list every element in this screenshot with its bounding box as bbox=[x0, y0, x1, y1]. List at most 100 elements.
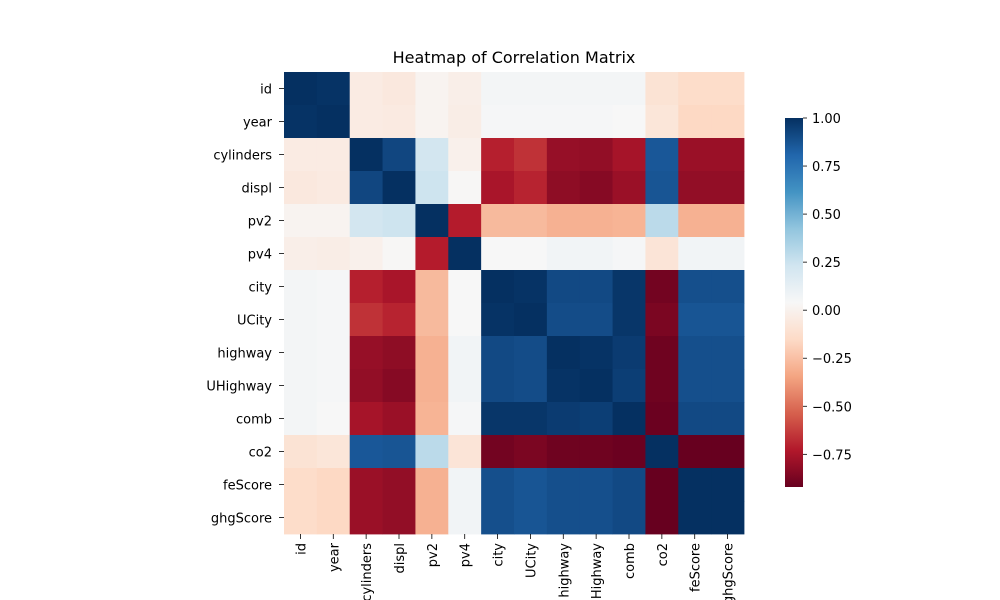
y-tick-label: UCity bbox=[237, 314, 272, 329]
heatmap-cell bbox=[448, 204, 482, 238]
heatmap-cell bbox=[678, 270, 712, 304]
y-tick-label: pv4 bbox=[248, 248, 272, 263]
heatmap-cell bbox=[612, 72, 646, 106]
heatmap-cell bbox=[546, 336, 581, 370]
heatmap-cell bbox=[678, 435, 712, 469]
heatmap-cell bbox=[546, 369, 581, 403]
heatmap-cell bbox=[678, 138, 712, 172]
heatmap-cell bbox=[711, 237, 745, 271]
heatmap-cell bbox=[415, 171, 449, 205]
heatmap-cell bbox=[316, 105, 351, 139]
heatmap-cell bbox=[678, 204, 712, 238]
x-tick-label: UCity bbox=[524, 543, 539, 578]
heatmap-cell bbox=[316, 468, 351, 502]
heatmap-cell bbox=[579, 435, 613, 469]
heatmap-cell bbox=[382, 402, 416, 436]
heatmap-cell bbox=[645, 171, 679, 205]
heatmap-cell bbox=[415, 105, 449, 139]
heatmap-cell bbox=[612, 336, 646, 370]
x-tick-label: displ bbox=[393, 543, 408, 574]
heatmap-cell bbox=[284, 402, 318, 436]
heatmap-cell bbox=[645, 303, 679, 337]
heatmap-cell bbox=[612, 237, 646, 271]
heatmap-cell bbox=[349, 303, 383, 337]
heatmap-cell bbox=[415, 303, 449, 337]
heatmap-cell bbox=[645, 435, 679, 469]
heatmap-cell bbox=[448, 435, 482, 469]
heatmap-cell bbox=[711, 270, 745, 304]
heatmap-cell bbox=[579, 138, 613, 172]
heatmap-cell bbox=[514, 336, 548, 370]
heatmap-cell bbox=[612, 204, 646, 238]
heatmap-cell bbox=[546, 468, 581, 502]
heatmap-cell bbox=[612, 501, 646, 535]
heatmap-cell bbox=[284, 369, 318, 403]
heatmap-cell bbox=[349, 402, 383, 436]
heatmap-cell bbox=[678, 501, 712, 535]
heatmap-cell bbox=[546, 72, 581, 106]
heatmap-cell bbox=[448, 270, 482, 304]
heatmap-cell bbox=[349, 369, 383, 403]
heatmap-cell bbox=[678, 369, 712, 403]
x-tick-label: year bbox=[327, 542, 342, 572]
heatmap-cell bbox=[415, 369, 449, 403]
heatmap-cell bbox=[645, 204, 679, 238]
heatmap-cell bbox=[382, 72, 416, 106]
heatmap-cell bbox=[284, 138, 318, 172]
heatmap-cell bbox=[284, 435, 318, 469]
heatmap-cell bbox=[481, 237, 515, 271]
heatmap-cell bbox=[349, 336, 383, 370]
heatmap-cell bbox=[579, 237, 613, 271]
heatmap-cell bbox=[349, 171, 383, 205]
heatmap-cell bbox=[711, 105, 745, 139]
heatmap-cell bbox=[678, 468, 712, 502]
heatmap-cell bbox=[579, 336, 613, 370]
heatmap-cell bbox=[711, 468, 745, 502]
x-tick-labels: id year cylinders displ pv2 pv4 city UCity highw… bbox=[294, 534, 737, 600]
colorbar-tick-label: 0.50 bbox=[812, 208, 841, 223]
colorbar-tick-label: 0.75 bbox=[812, 160, 841, 175]
heatmap-cell bbox=[415, 237, 449, 271]
colorbar-tick-label: −0.75 bbox=[812, 448, 852, 463]
heatmap-cell bbox=[481, 303, 515, 337]
x-tick-label: co2 bbox=[656, 543, 671, 566]
heatmap-cell bbox=[481, 204, 515, 238]
heatmap-cell bbox=[711, 138, 745, 172]
heatmap-cell bbox=[316, 369, 351, 403]
heatmap-cell bbox=[284, 72, 318, 106]
y-tick-labels: id year cylinders displ pv2 pv4 city UCity highw… bbox=[206, 83, 284, 527]
heatmap-cell bbox=[316, 270, 351, 304]
heatmap-cell bbox=[579, 402, 613, 436]
heatmap-cell bbox=[711, 369, 745, 403]
heatmap-cell bbox=[349, 105, 383, 139]
heatmap-cell bbox=[678, 336, 712, 370]
heatmap-cell bbox=[645, 402, 679, 436]
heatmap-cell bbox=[514, 369, 548, 403]
colorbar-tick-label: −0.25 bbox=[812, 352, 852, 367]
heatmap-cell bbox=[415, 204, 449, 238]
heatmap-cell bbox=[612, 270, 646, 304]
y-tick-label: ghgScore bbox=[211, 512, 272, 527]
heatmap-cell bbox=[645, 138, 679, 172]
heatmap-cell bbox=[579, 369, 613, 403]
heatmap-cell bbox=[514, 435, 548, 469]
y-tick-label: year bbox=[243, 116, 273, 131]
x-tick-label: highway bbox=[557, 543, 572, 598]
heatmap-cell bbox=[382, 105, 416, 139]
chart-title: Heatmap of Correlation Matrix bbox=[393, 48, 636, 67]
heatmap-cell bbox=[546, 138, 581, 172]
heatmap-cell bbox=[546, 171, 581, 205]
heatmap-cell bbox=[382, 501, 416, 535]
y-tick-label: pv2 bbox=[248, 215, 272, 230]
heatmap-cell bbox=[612, 402, 646, 436]
heatmap-cell bbox=[546, 204, 581, 238]
heatmap-cell bbox=[711, 303, 745, 337]
heatmap-cell bbox=[678, 105, 712, 139]
heatmap-cell bbox=[645, 501, 679, 535]
heatmap-cell bbox=[612, 468, 646, 502]
heatmap-cell bbox=[711, 204, 745, 238]
y-tick-label: city bbox=[248, 281, 272, 296]
heatmap-cell bbox=[546, 501, 581, 535]
heatmap-cell bbox=[415, 138, 449, 172]
heatmap-cell bbox=[284, 303, 318, 337]
